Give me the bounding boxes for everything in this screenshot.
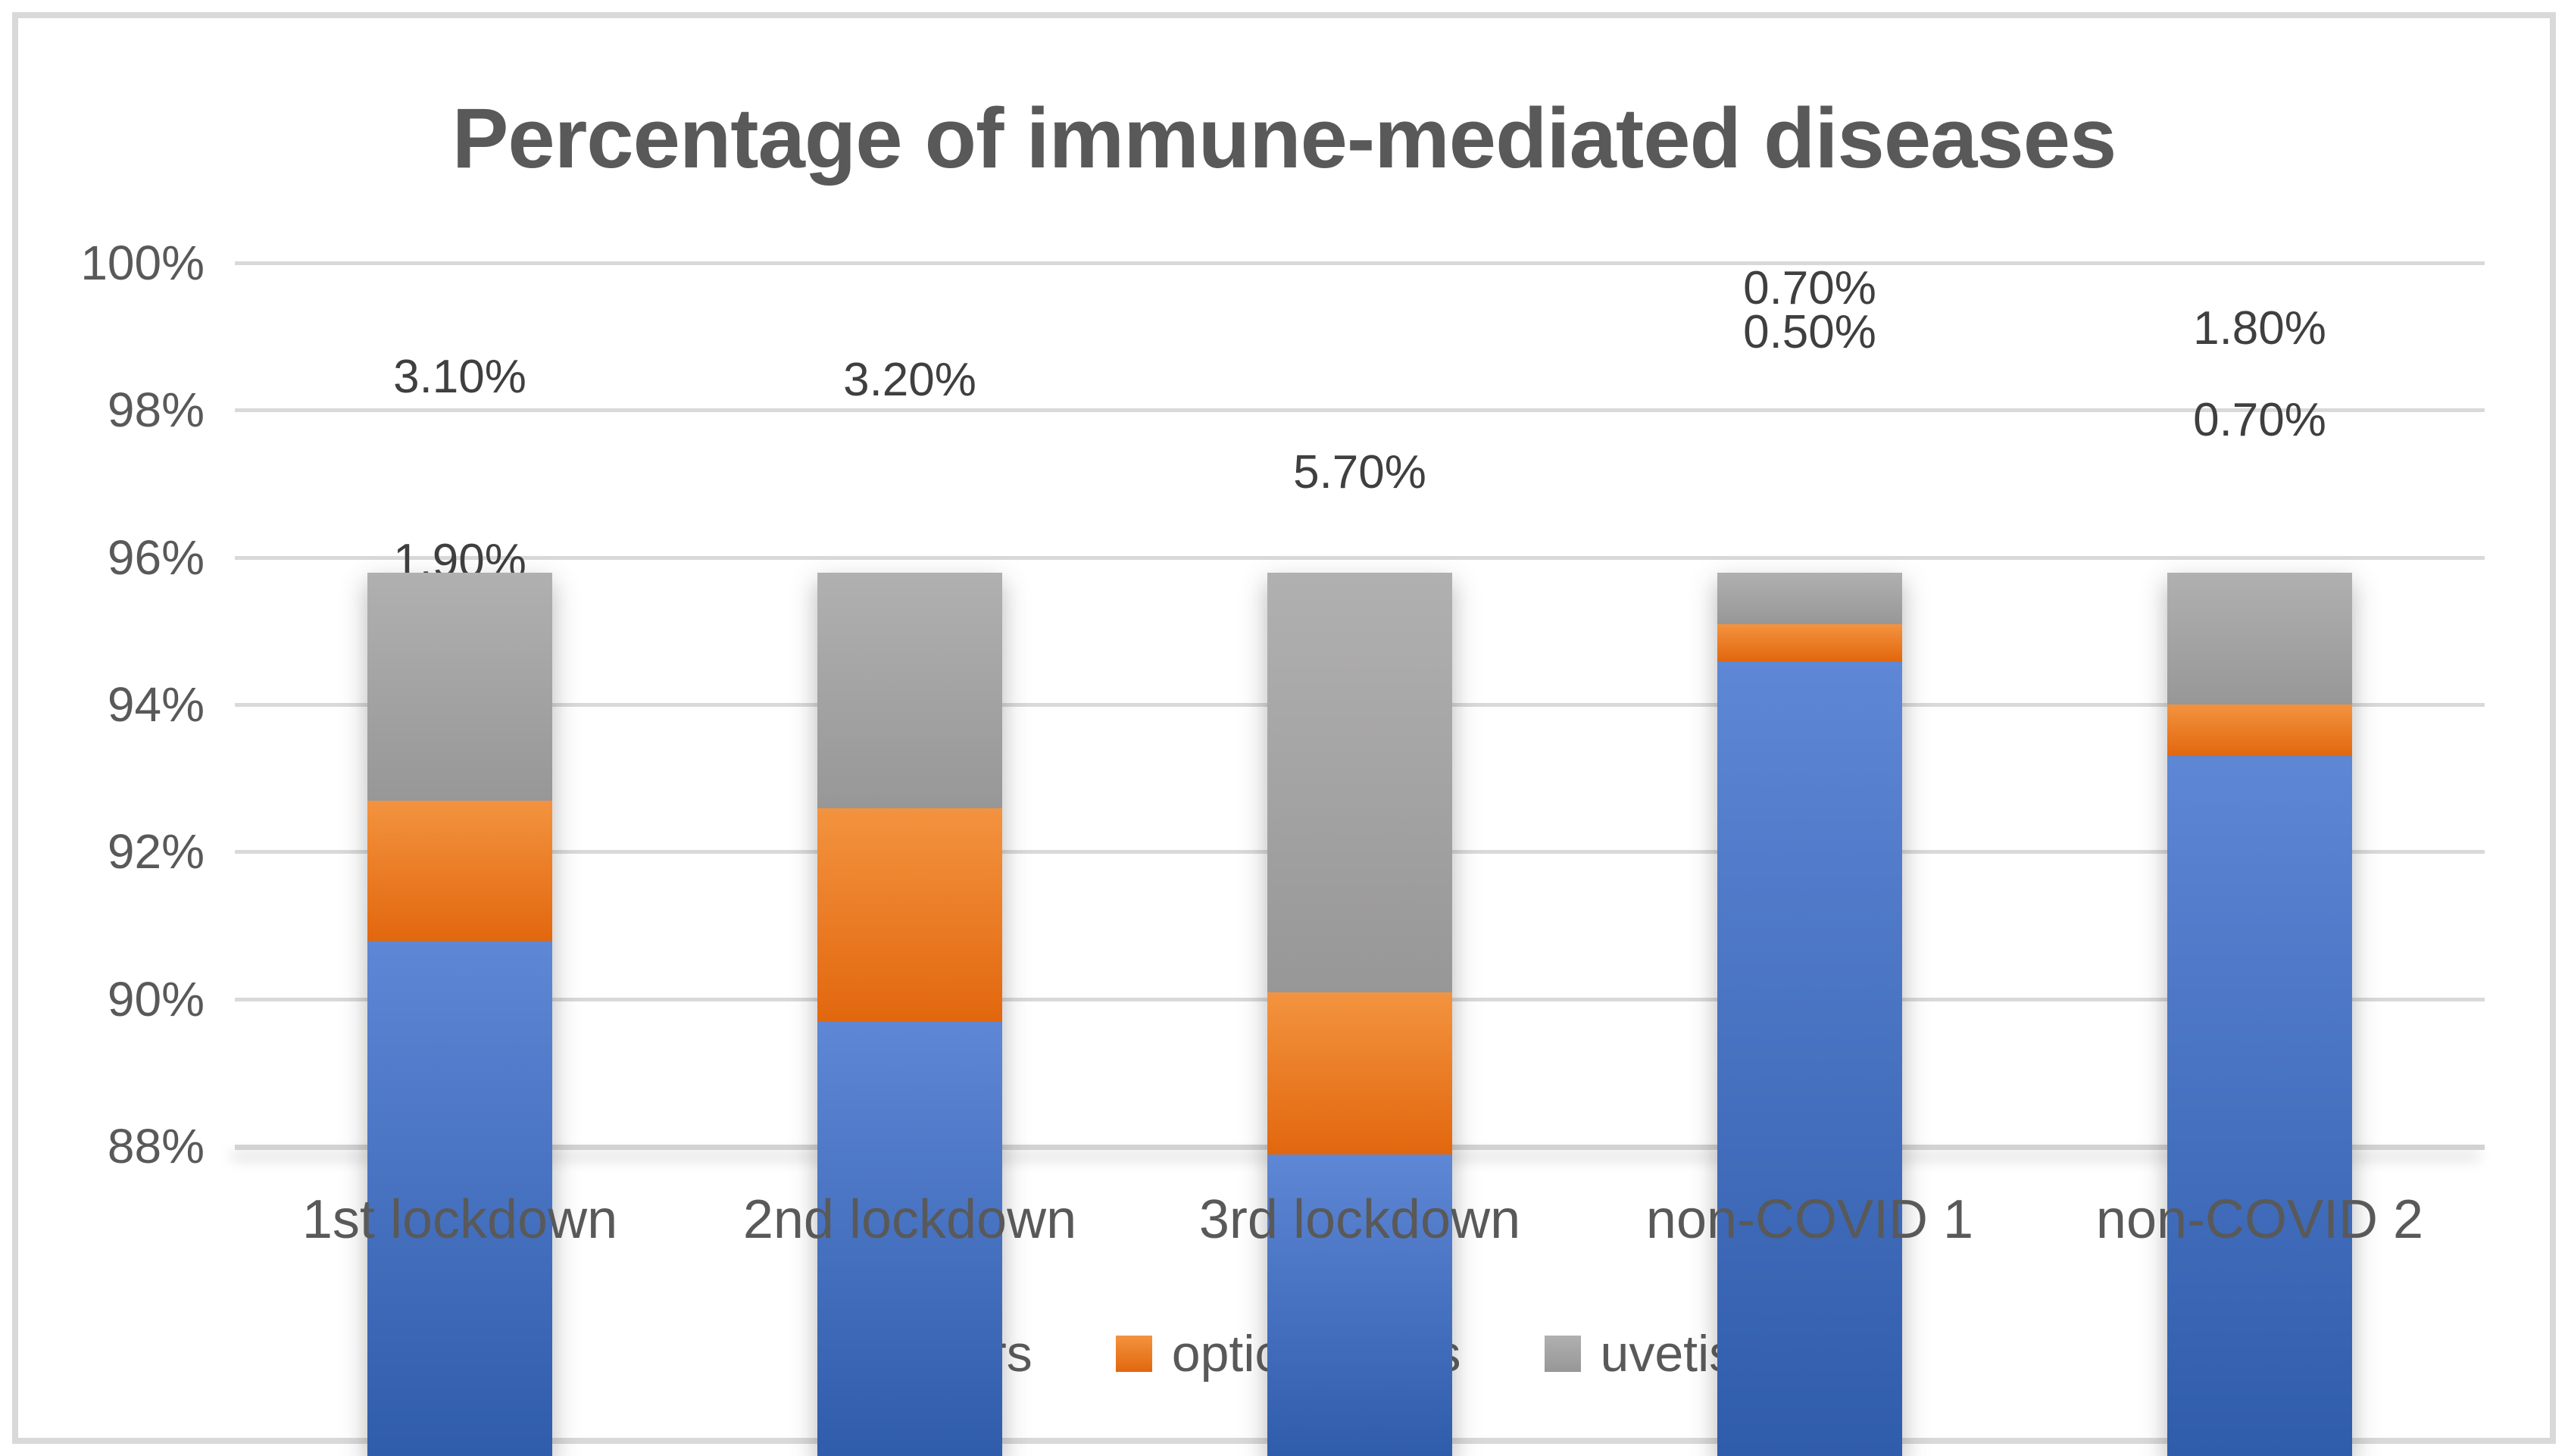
bar-stack-2nd-lockdown — [817, 573, 1002, 1456]
data-label-optic-neuritis: 0.50% — [1743, 306, 1876, 358]
legend-item-uvetis: uvetis — [1544, 1324, 1735, 1383]
bar-segment-uvetis — [1717, 573, 1902, 624]
data-label-uvetis: 1.80% — [2193, 302, 2326, 355]
chart-title: Percentage of immune-mediated diseases — [451, 91, 2117, 186]
bar-segment-others — [1267, 1154, 1452, 1456]
category-label-3rd-lockdown: 3rd lockdown — [1198, 1189, 1521, 1250]
y-axis-tick-label: 88% — [107, 1119, 205, 1173]
bar-segment-optic-neuritis — [367, 801, 552, 941]
category-label-1st-lockdown: 1st lockdown — [301, 1189, 618, 1250]
y-axis-tick-label: 96% — [107, 530, 205, 585]
gridline — [235, 556, 2485, 560]
data-label-uvetis: 3.10% — [393, 351, 526, 403]
bar-segment-others — [367, 941, 552, 1456]
y-axis-tick-label: 92% — [107, 824, 205, 879]
data-label-uvetis: 3.20% — [843, 354, 976, 406]
bar-segment-others — [2167, 755, 2352, 1456]
y-axis-tick-label: 90% — [107, 972, 205, 1026]
y-axis-tick-label: 100% — [80, 236, 205, 290]
bar-stack-non-covid-2 — [2167, 573, 2352, 1456]
bar-stack-1st-lockdown — [367, 573, 552, 1456]
bar-stack-3rd-lockdown — [1267, 573, 1452, 1456]
bar-stack-non-covid-1 — [1717, 573, 1902, 1456]
category-label-non-covid-1: non-COVID 1 — [1645, 1189, 1974, 1250]
bar-segment-uvetis — [1267, 573, 1452, 992]
category-label-2nd-lockdown: 2nd lockdown — [742, 1189, 1077, 1250]
data-label-uvetis: 0.70% — [1743, 262, 1876, 314]
legend-swatch-optic-neuritis — [1115, 1336, 1152, 1372]
gridline — [235, 261, 2485, 265]
bar-segment-optic-neuritis — [1717, 624, 1902, 661]
category-label-non-covid-2: non-COVID 2 — [2095, 1189, 2424, 1250]
y-axis-tick-label: 98% — [107, 383, 205, 437]
y-axis-tick-label: 94% — [107, 677, 205, 732]
bar-segment-uvetis — [2167, 573, 2352, 705]
bar-segment-optic-neuritis — [817, 808, 1002, 1022]
bar-segment-optic-neuritis — [1267, 992, 1452, 1154]
data-label-optic-neuritis: 0.70% — [2193, 394, 2326, 446]
bar-segment-others — [817, 1022, 1002, 1456]
bar-segment-uvetis — [817, 573, 1002, 808]
bar-segment-optic-neuritis — [2167, 705, 2352, 756]
gridline — [235, 408, 2485, 412]
bar-segment-others — [1717, 661, 1902, 1456]
bar-segment-uvetis — [367, 573, 552, 801]
data-label-uvetis: 5.70% — [1293, 446, 1426, 498]
legend-swatch-uvetis — [1544, 1336, 1581, 1372]
legend-label-uvetis: uvetis — [1600, 1325, 1735, 1383]
